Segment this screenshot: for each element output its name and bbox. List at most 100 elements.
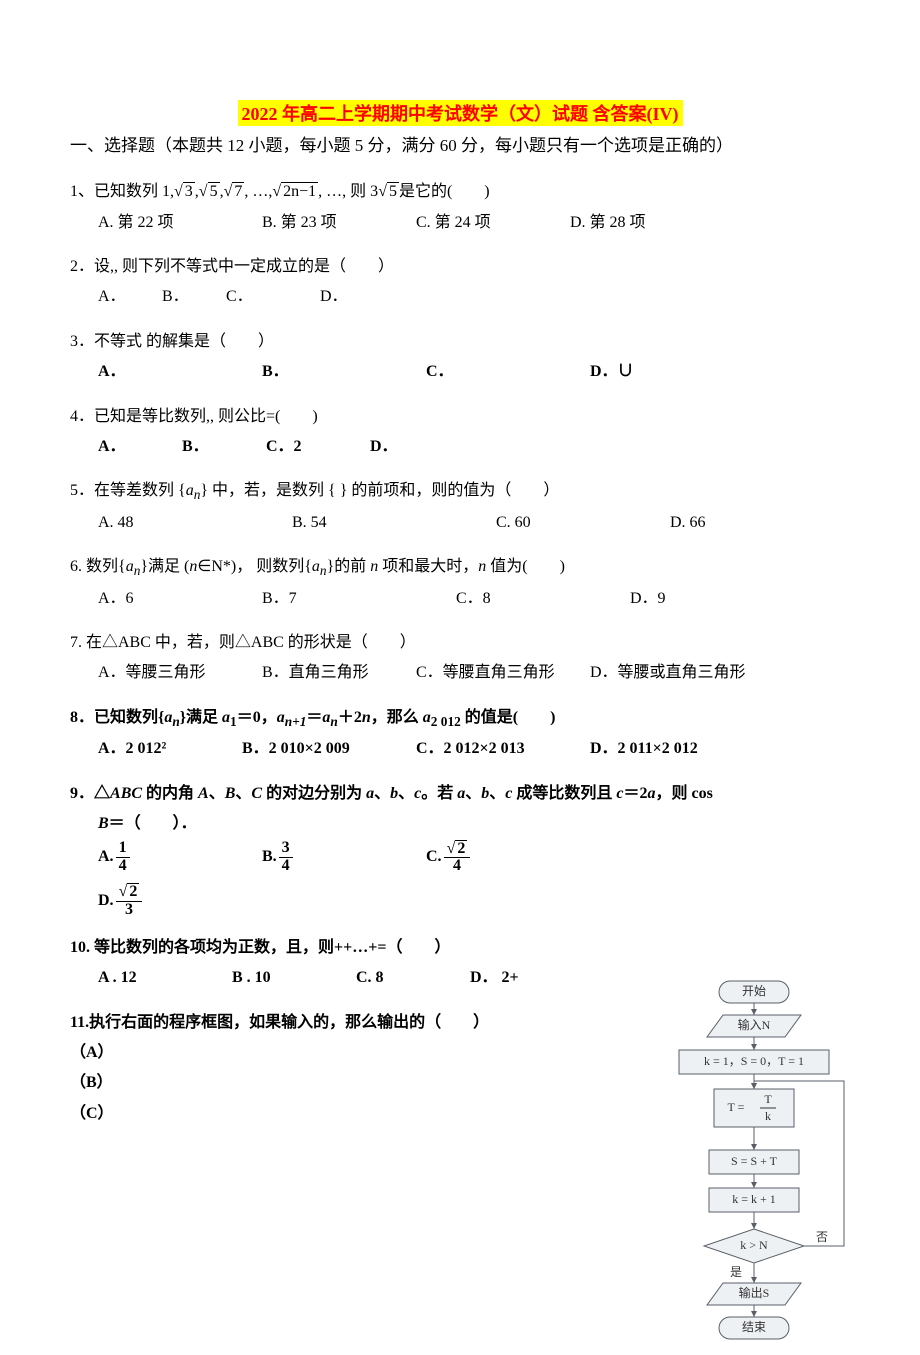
q3-options: A． B． C． D．∪ (70, 357, 850, 387)
q9-g: ，则 cos (656, 785, 713, 802)
question-8: 8．已知数列{an}满足 a1＝0，an+1＝an＋2n，那么 a2 012 的… (70, 703, 850, 765)
q2-opt-c: C． (226, 282, 316, 312)
q2-opt-d: D． (320, 282, 348, 312)
q8-an2: an (322, 709, 337, 726)
frac-r2-4: 24 (444, 840, 471, 876)
q9-a2: a (457, 785, 465, 802)
q9-e: 成等比数列且 (512, 785, 616, 802)
q8-b: }满足 (180, 709, 222, 726)
q11-opt-c: （C） (70, 1099, 590, 1129)
q1-options: A. 第 22 项 B. 第 23 项 C. 第 24 项 D. 第 28 项 (70, 208, 850, 238)
sqrt-2n-1: 2n−1 (272, 177, 318, 207)
q8-f: ，那么 (371, 709, 423, 726)
q4-opt-c: C．2 (266, 432, 366, 462)
q10-stem: 10. 等比数列的各项均为正数，且，则++…+=（ ） (70, 933, 630, 963)
q8-opt-d: D．2 011×2 012 (590, 734, 698, 764)
q7-stem: 7. 在△ABC 中，若，则△ABC 的形状是（ ） (70, 628, 850, 658)
svg-text:开始: 开始 (742, 984, 766, 998)
q8-a1: a (222, 709, 230, 726)
svg-text:T =: T = (728, 1100, 745, 1114)
question-10: 10. 等比数列的各项均为正数，且，则++…+=（ ） A . 12 B . 1… (70, 933, 630, 994)
q8-opt-b: B．2 010×2 009 (242, 734, 412, 764)
q6-d: }的前 (327, 558, 367, 575)
q11-opt-a: （A） (70, 1038, 590, 1068)
svg-text:结束: 结束 (742, 1320, 766, 1334)
q2-stem: 2．设,, 则下列不等式中一定成立的是（ ） (70, 252, 850, 282)
q10-opt-c: C. 8 (356, 963, 466, 993)
q5-opt-a: A. 48 (98, 508, 288, 538)
q6-options: A．6 B．7 C．8 D．9 (70, 584, 850, 614)
q9-options: A.14 B.34 C.24 D.23 (70, 840, 618, 919)
svg-text:输出S: 输出S (739, 1285, 770, 1300)
q1-opt-b: B. 第 23 项 (262, 208, 412, 238)
q8-an1: an+1 (277, 709, 307, 726)
q9-opt-b: B.34 (262, 840, 422, 875)
q9-d: 。若 (421, 785, 457, 802)
title-wrap: 2022 年高二上学期期中考试数学（文）试题 含答案(IV) (70, 100, 850, 126)
q8-g: 的值是( ) (461, 709, 556, 726)
q6-opt-d: D．9 (630, 584, 666, 614)
q5-an: an (186, 482, 201, 499)
q2-opt-a: A． (98, 282, 158, 312)
q1-opt-c: C. 第 24 项 (416, 208, 566, 238)
q9-bb: b (390, 785, 398, 802)
q3-stem: 3．不等式 的解集是（ ） (70, 327, 850, 357)
q10-opt-a: A . 12 (98, 963, 228, 993)
sqrt-2a: 2 (447, 840, 468, 858)
q6-opt-b: B．7 (262, 584, 452, 614)
sqrt-3: 3 (174, 177, 195, 207)
q9-B: B (225, 785, 236, 802)
q8-d: ＝ (306, 709, 322, 726)
page-title: 2022 年高二上学期期中考试数学（文）试题 含答案(IV) (238, 100, 683, 126)
q8-a: 8．已知数列{ (70, 709, 164, 726)
q7-opt-b: B．直角三角形 (262, 658, 412, 688)
q4-opt-a: A． (98, 432, 178, 462)
q6-an2: an (312, 558, 327, 575)
q6-f: 值为( ) (490, 558, 565, 575)
q6-opt-a: A．6 (98, 584, 258, 614)
q4-opt-b: B． (182, 432, 262, 462)
question-9: 9．△ABC 的内角 A、B、C 的对边分别为 a、b、c。若 a、b、c 成等… (70, 779, 850, 919)
sqrt-5b: 5 (378, 177, 399, 207)
flowchart-svg: 否是开始输入Nk = 1，S = 0，T = 1T = TkS = S + Tk… (644, 980, 864, 1350)
q3-opt-c: C． (426, 357, 586, 387)
svg-text:k: k (765, 1109, 771, 1123)
q9-c3: c (616, 785, 623, 802)
frac-3-4: 34 (279, 840, 293, 875)
q11-opt-b: （B） (70, 1068, 590, 1098)
svg-text:T: T (764, 1092, 772, 1106)
svg-text:k = 1，S = 0，T = 1: k = 1，S = 0，T = 1 (704, 1054, 804, 1068)
q5-opt-c: C. 60 (496, 508, 666, 538)
q7-opt-a: A．等腰三角形 (98, 658, 258, 688)
svg-text:S = S + T: S = S + T (731, 1154, 778, 1168)
svg-text:否: 否 (816, 1230, 828, 1244)
q9-h: ＝（ ）． (109, 815, 197, 832)
q6-n3: n (478, 558, 490, 575)
q9-opt-a: A.14 (98, 840, 258, 875)
q6-c: ∈N*)， 则数列{ (197, 558, 312, 575)
q5-opt-b: B. 54 (292, 508, 492, 538)
q9-opt-c: C.24 (426, 840, 586, 876)
q9-a: 9．△ (70, 785, 110, 802)
q7-options: A．等腰三角形 B．直角三角形 C．等腰直角三角形 D．等腰或直角三角形 (70, 658, 850, 688)
section-1-heading: 一、选择题（本题共 12 小题，每小题 5 分，满分 60 分，每小题只有一个选… (70, 132, 850, 159)
question-7: 7. 在△ABC 中，若，则△ABC 的形状是（ ） A．等腰三角形 B．直角三… (70, 628, 850, 689)
question-6: 6. 数列{an}满足 (n∈N*)， 则数列{an}的前 n 项和最大时，n … (70, 552, 850, 614)
sqrt-7: 7 (224, 177, 245, 207)
q6-an1: an (126, 558, 141, 575)
q8-opt-c: C．2 012×2 013 (416, 734, 586, 764)
q9-B2: B (98, 815, 109, 832)
q8-opt-a: A．2 012² (98, 734, 238, 764)
frac-r2-3: 23 (116, 883, 143, 919)
q6-opt-c: C．8 (456, 584, 626, 614)
q4-stem: 4．已知是等比数列,, 则公比=( ) (70, 402, 850, 432)
q9-C: C (251, 785, 262, 802)
question-5: 5．在等差数列 {an} 中，若，是数列 { } 的前项和，则的值为（ ） A.… (70, 476, 850, 538)
q5-stem-a: 5．在等差数列 { (70, 482, 186, 499)
q8-a2012: a (423, 709, 431, 726)
q4-options: A． B． C．2 D． (70, 432, 850, 462)
q9-c: 的对边分别为 (262, 785, 366, 802)
q9-opt-d: D.23 (98, 883, 144, 919)
q8-n: n (362, 709, 371, 726)
svg-text:k = k + 1: k = k + 1 (732, 1192, 776, 1206)
